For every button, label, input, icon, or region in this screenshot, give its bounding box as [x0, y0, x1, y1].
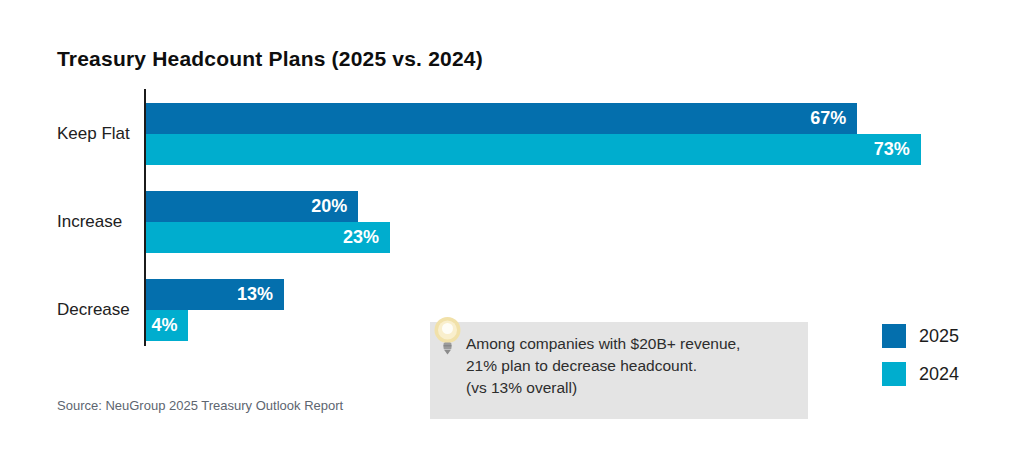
bar-2025-decrease: 13% [146, 279, 284, 310]
legend-item-2025: 2025 [882, 324, 959, 348]
callout-box: Among companies with $20B+ revenue,21% p… [430, 322, 808, 419]
bar-2024-keep-flat: 73% [146, 134, 921, 165]
bar-value-label: 73% [874, 139, 910, 160]
callout-line: 21% plan to decrease headcount. [466, 355, 740, 377]
bar-2024-increase: 23% [146, 222, 390, 253]
chart-title: Treasury Headcount Plans (2025 vs. 2024) [57, 47, 483, 71]
callout-text: Among companies with $20B+ revenue,21% p… [466, 333, 740, 399]
bar-2025-increase: 20% [146, 191, 358, 222]
bar-value-label: 20% [311, 196, 347, 217]
bar-value-label: 4% [151, 315, 177, 336]
legend-item-2024: 2024 [882, 362, 959, 386]
callout-line: Among companies with $20B+ revenue, [466, 333, 740, 355]
legend-label: 2024 [919, 364, 959, 385]
category-label-keep-flat: Keep Flat [57, 124, 143, 144]
bar-2024-decrease: 4% [146, 310, 188, 341]
bar-groups: Keep Flat67%73%Increase20%23%Decrease13%… [146, 89, 958, 341]
bar-2025-keep-flat: 67% [146, 103, 857, 134]
bar-value-label: 23% [343, 227, 379, 248]
legend-swatch-2025 [882, 324, 906, 348]
category-label-increase: Increase [57, 212, 143, 232]
bar-chart: Keep Flat67%73%Increase20%23%Decrease13%… [144, 89, 964, 347]
legend: 2025 2024 [882, 324, 959, 400]
bar-value-label: 67% [810, 108, 846, 129]
legend-label: 2025 [919, 326, 959, 347]
bar-value-label: 13% [237, 284, 273, 305]
bar-group-keep-flat: Keep Flat67%73% [146, 103, 958, 165]
callout-line: (vs 13% overall) [466, 377, 740, 399]
chart-canvas: Treasury Headcount Plans (2025 vs. 2024)… [0, 0, 1024, 468]
category-label-decrease: Decrease [57, 300, 143, 320]
source-note: Source: NeuGroup 2025 Treasury Outlook R… [57, 398, 343, 413]
lightbulb-icon [434, 315, 461, 361]
legend-swatch-2024 [882, 362, 906, 386]
bar-group-increase: Increase20%23% [146, 191, 958, 253]
